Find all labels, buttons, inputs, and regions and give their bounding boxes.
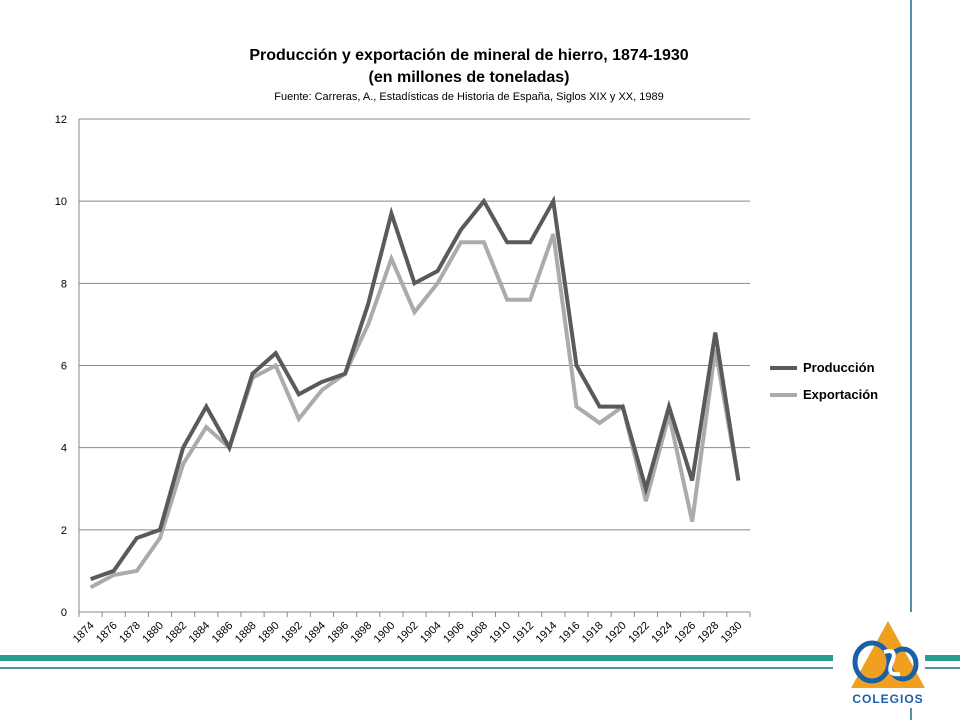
- footer-band-thick: [0, 655, 833, 661]
- x-tick-label: 1874: [71, 620, 97, 646]
- x-tick-label: 1920: [603, 620, 629, 646]
- x-tick-label: 1886: [210, 620, 236, 646]
- x-axis: 1874187618781880188218841886188818901892…: [71, 611, 751, 646]
- y-tick-label: 10: [55, 196, 67, 208]
- x-tick-label: 1884: [187, 620, 213, 646]
- x-tick-label: 1896: [325, 620, 351, 646]
- x-tick-label: 1908: [464, 620, 490, 646]
- x-tick-label: 1922: [626, 620, 652, 646]
- x-tick-label: 1926: [672, 620, 698, 646]
- x-tick-label: 1880: [140, 620, 166, 646]
- x-tick-label: 1878: [117, 620, 143, 646]
- x-tick-label: 1906: [441, 620, 467, 646]
- chart-subtitle: (en millones de toneladas): [369, 69, 570, 86]
- x-tick-label: 1928: [696, 620, 722, 646]
- x-tick-label: 1898: [349, 620, 375, 646]
- x-tick-label: 1930: [719, 620, 745, 646]
- x-tick-label: 1892: [279, 620, 305, 646]
- y-tick-label: 8: [61, 278, 67, 290]
- chart-series: [89, 195, 741, 590]
- x-tick-label: 1918: [580, 620, 606, 646]
- x-tick-label: 1914: [534, 620, 560, 646]
- logo-s-mark: [883, 649, 901, 677]
- x-tick-label: 1894: [302, 620, 328, 646]
- y-tick-label: 2: [61, 525, 67, 537]
- chart-title: Producción y exportación de mineral de h…: [249, 47, 688, 64]
- series-line-producción: [89, 195, 741, 581]
- x-tick-label: 1890: [256, 620, 282, 646]
- legend-label-exportacion: Exportación: [803, 387, 878, 402]
- y-axis: 0 2 4 6 8 10 12: [55, 114, 80, 619]
- logo-wordmark: Colegios: [852, 692, 923, 706]
- footer-band-thick-right: [925, 655, 960, 661]
- x-tick-label: 1882: [163, 620, 189, 646]
- x-tick-label: 1900: [372, 620, 398, 646]
- x-tick-label: 1912: [511, 620, 537, 646]
- chart-legend: Producción Exportación: [770, 360, 878, 402]
- y-tick-label: 4: [61, 443, 67, 455]
- x-tick-label: 1916: [557, 620, 583, 646]
- x-tick-label: 1910: [487, 620, 513, 646]
- series-line-exportación: [89, 233, 741, 590]
- y-tick-label: 6: [61, 361, 67, 373]
- legend-label-produccion: Producción: [803, 360, 875, 375]
- chart-gridlines: [79, 118, 750, 613]
- y-tick-label: 12: [55, 114, 67, 126]
- y-tick-label: 0: [61, 607, 67, 619]
- x-tick-label: 1904: [418, 620, 444, 646]
- chart-source: Fuente: Carreras, A., Estadísticas de Hi…: [274, 91, 663, 103]
- x-tick-label: 1876: [94, 620, 120, 646]
- x-tick-label: 1924: [649, 620, 675, 646]
- x-tick-label: 1888: [233, 620, 259, 646]
- colegios-logo: Colegios: [851, 621, 925, 706]
- x-tick-label: 1902: [395, 620, 421, 646]
